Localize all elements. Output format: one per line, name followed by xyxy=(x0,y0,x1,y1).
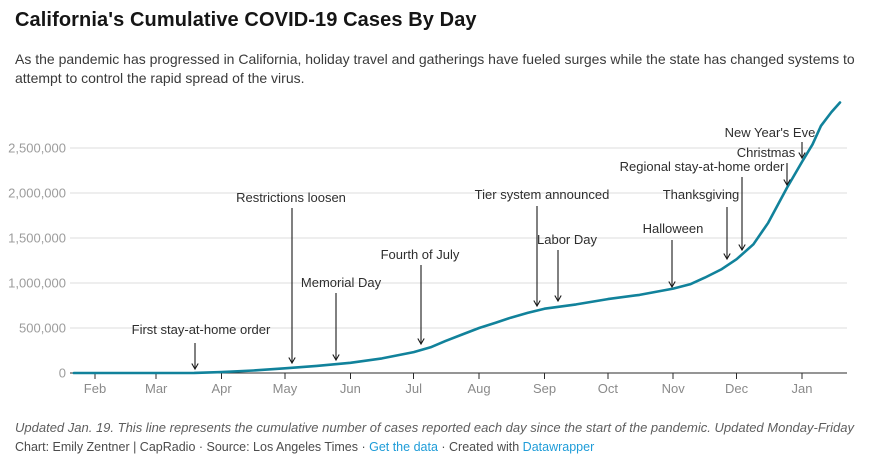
covid-cumulative-line-chart: 0 500,000 1,000,000 1,500,000 2,000,000 2,500… xyxy=(8,101,847,396)
annotation-arrowhead-icon xyxy=(723,253,731,261)
x-tick-label: Aug xyxy=(468,381,491,396)
annotation-arrowhead-icon xyxy=(668,281,676,289)
annotation-label: Tier system announced xyxy=(475,187,610,202)
x-tick-label: Jan xyxy=(791,381,812,396)
y-tick-label: 2,000,000 xyxy=(8,186,66,201)
annotation-arrowhead-icon xyxy=(417,338,425,346)
annotation-label: First stay-at-home order xyxy=(132,322,271,337)
x-tick-label: Sep xyxy=(533,381,556,396)
annotation-label: New Year's Eve xyxy=(725,125,816,140)
x-tick-label: Dec xyxy=(725,381,749,396)
y-tick-label: 1,500,000 xyxy=(8,231,66,246)
annotation-arrowhead-icon xyxy=(332,354,340,362)
datawrapper-link[interactable]: Datawrapper xyxy=(522,440,595,454)
annotation-arrowhead-icon xyxy=(554,295,562,303)
x-tick-label: Nov xyxy=(662,381,686,396)
annotation-label: Fourth of July xyxy=(381,247,460,262)
x-tick-label: May xyxy=(273,381,298,396)
annotation-arrowhead-icon xyxy=(783,179,791,187)
annotation-arrowhead-icon xyxy=(738,244,746,252)
x-tick-label: Jul xyxy=(405,381,422,396)
footer-note: Updated Jan. 19. This line represents th… xyxy=(15,420,854,435)
y-tick-label: 500,000 xyxy=(19,321,66,336)
annotation-label: Halloween xyxy=(643,221,704,236)
y-tick-label: 1,000,000 xyxy=(8,276,66,291)
annotation-label: Regional stay-at-home order xyxy=(620,159,785,174)
credit-byline: Chart: Emily Zentner | CapRadio · Source… xyxy=(15,440,370,454)
annotation-arrowhead-icon xyxy=(191,363,199,371)
x-tick-label: Apr xyxy=(212,381,233,396)
chart-subtitle: As the pandemic has progressed in Califo… xyxy=(15,51,855,86)
annotation-label: Thanksgiving xyxy=(663,187,740,202)
x-tick-label: Jun xyxy=(340,381,361,396)
x-tick-label: Mar xyxy=(145,381,168,396)
footer-credit: Chart: Emily Zentner | CapRadio · Source… xyxy=(15,440,594,454)
annotation-arrowhead-icon xyxy=(533,300,541,308)
cases-line xyxy=(72,101,842,375)
credit-created-with: · Created with xyxy=(437,440,523,454)
annotation-label: Labor Day xyxy=(537,232,597,247)
annotation-label: Restrictions loosen xyxy=(236,190,346,205)
x-tick-label: Oct xyxy=(598,381,619,396)
annotation-arrowhead-icon xyxy=(288,357,296,365)
x-tick-label: Feb xyxy=(84,381,106,396)
get-the-data-link[interactable]: Get the data xyxy=(369,440,438,454)
annotation-arrowhead-icon xyxy=(798,152,806,160)
chart-title: California's Cumulative COVID-19 Cases B… xyxy=(15,9,477,31)
annotation-label: Christmas xyxy=(737,145,796,160)
y-tick-label: 0 xyxy=(59,366,66,381)
y-tick-label: 2,500,000 xyxy=(8,141,66,156)
annotation-label: Memorial Day xyxy=(301,275,382,290)
